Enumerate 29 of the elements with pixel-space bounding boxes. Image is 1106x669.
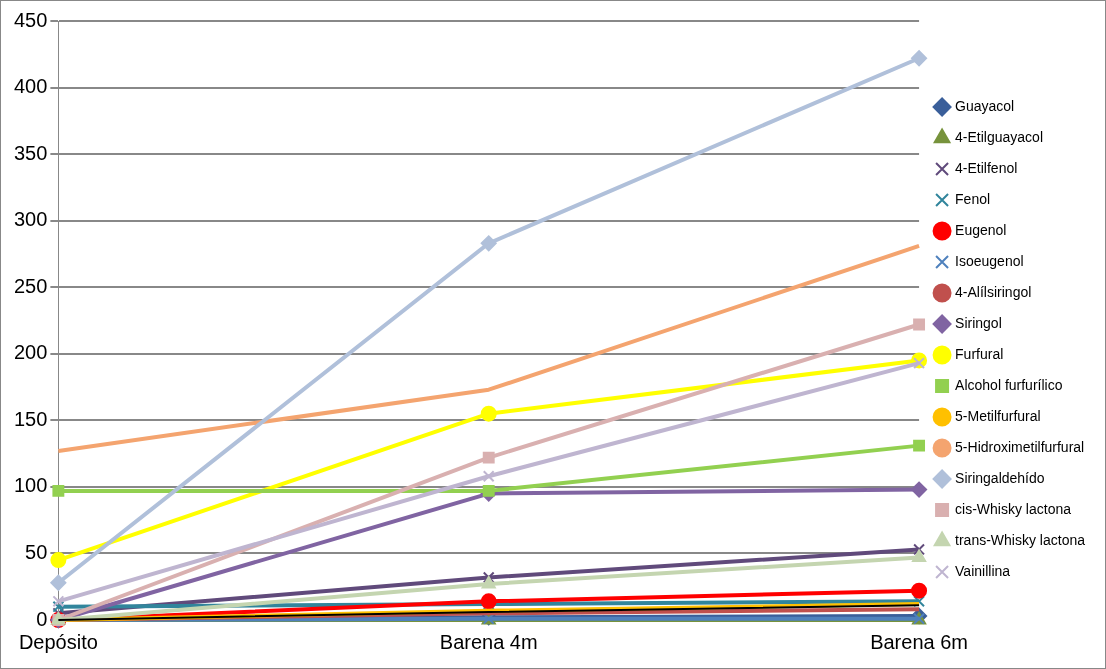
legend-label: 5-Metilfurfural	[955, 407, 1041, 424]
legend-label: 4-Etilguayacol	[955, 128, 1044, 145]
y-tick-label: 100	[13, 474, 48, 497]
y-tick-label: 200	[13, 341, 48, 364]
legend-label: trans-Whisky lactona	[955, 531, 1086, 548]
legend-label: 4-Etilfenol	[955, 159, 1018, 176]
y-tick-label: 400	[13, 75, 48, 98]
legend-label: Eugenol	[955, 221, 1007, 238]
x-tick-label: Barena 4m	[439, 630, 538, 653]
legend-label: Furfural	[955, 345, 1004, 362]
legend-label: Alcohol furfurílico	[955, 376, 1063, 393]
y-tick-label: 150	[13, 407, 48, 430]
y-tick-label: 350	[13, 141, 48, 164]
legend-label: Vainillina	[955, 562, 1011, 579]
legend-label: cis-Whisky lactona	[955, 500, 1072, 517]
y-tick-label: 450	[13, 8, 48, 31]
legend-label: Siringol	[955, 314, 1002, 331]
y-tick-label: 50	[25, 540, 48, 563]
legend-label: Isoeugenol	[955, 252, 1024, 269]
y-tick-label: 0	[36, 607, 48, 630]
legend-label: 5-Hidroximetilfurfural	[955, 438, 1085, 455]
x-tick-label: Barena 6m	[870, 630, 968, 653]
y-tick-label: 300	[13, 208, 48, 231]
y-tick-label: 250	[13, 274, 48, 297]
legend-label: Fenol	[955, 190, 991, 207]
x-tick-label: Depósito	[18, 630, 98, 653]
legend-label: Guayacol	[955, 97, 1015, 114]
legend-label: Siringaldehído	[955, 469, 1045, 486]
legend-label: 4-Alílsiringol	[955, 283, 1032, 300]
